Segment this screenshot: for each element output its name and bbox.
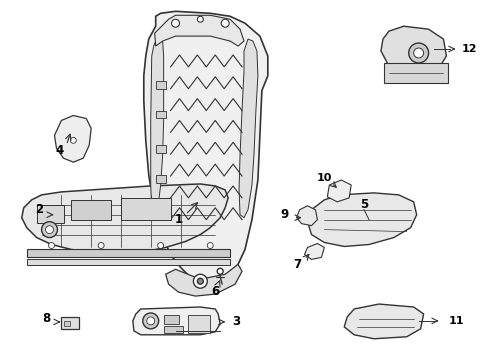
Circle shape — [98, 243, 104, 248]
Circle shape — [414, 48, 424, 58]
Circle shape — [217, 268, 223, 274]
Bar — [156, 111, 166, 118]
Text: 2: 2 — [36, 203, 44, 216]
Bar — [384, 63, 448, 83]
Text: 10: 10 — [317, 173, 332, 183]
Bar — [156, 145, 166, 153]
Text: 3: 3 — [232, 315, 240, 328]
Circle shape — [197, 278, 203, 284]
Polygon shape — [239, 39, 258, 218]
Text: 11: 11 — [448, 316, 464, 326]
Polygon shape — [133, 307, 220, 335]
Polygon shape — [344, 304, 424, 339]
Text: 9: 9 — [281, 208, 289, 221]
Circle shape — [46, 226, 53, 234]
Polygon shape — [155, 15, 244, 46]
Bar — [37, 205, 64, 223]
Text: 5: 5 — [360, 198, 368, 211]
Bar — [164, 326, 183, 333]
Circle shape — [207, 243, 213, 248]
Polygon shape — [381, 26, 446, 76]
Circle shape — [197, 16, 203, 22]
Text: 6: 6 — [211, 285, 220, 298]
Circle shape — [49, 243, 54, 248]
Text: 4: 4 — [55, 144, 64, 157]
Circle shape — [194, 274, 207, 288]
Bar — [189, 315, 210, 333]
Bar — [164, 315, 178, 324]
Circle shape — [42, 222, 57, 238]
Text: 8: 8 — [43, 312, 50, 325]
Circle shape — [221, 19, 229, 27]
Bar — [156, 81, 166, 89]
Text: 1: 1 — [174, 213, 183, 226]
Polygon shape — [166, 264, 242, 296]
Polygon shape — [296, 206, 318, 226]
Text: 7: 7 — [294, 258, 302, 271]
Polygon shape — [22, 184, 228, 253]
Bar — [121, 198, 171, 220]
Text: 12: 12 — [461, 44, 477, 54]
Circle shape — [172, 19, 179, 27]
Circle shape — [143, 313, 159, 329]
Bar — [72, 200, 111, 220]
Circle shape — [158, 243, 164, 248]
Polygon shape — [305, 243, 324, 260]
Polygon shape — [327, 180, 351, 202]
Bar — [156, 175, 166, 183]
Bar — [64, 321, 71, 326]
Polygon shape — [54, 116, 91, 162]
Circle shape — [409, 43, 429, 63]
Bar — [26, 260, 230, 265]
Bar — [61, 317, 79, 329]
Circle shape — [147, 317, 155, 325]
Circle shape — [71, 137, 76, 143]
Polygon shape — [308, 193, 416, 247]
Polygon shape — [151, 39, 164, 215]
Polygon shape — [144, 11, 268, 281]
Bar — [26, 249, 230, 257]
